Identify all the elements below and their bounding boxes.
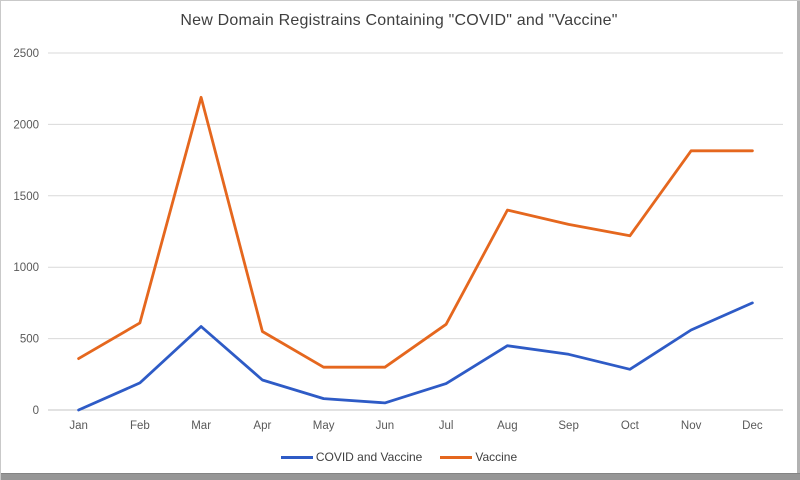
legend-label: Vaccine: [475, 450, 518, 464]
series-line-covid-and-vaccine: [77, 301, 754, 412]
y-axis-tick-1000: 1000: [13, 262, 39, 274]
x-axis-label-mar: Mar: [191, 420, 211, 432]
chart-canvas: 0 500 1000 1500 2000 2500 Jan Feb Mar Apr May Jun Ju…: [13, 48, 783, 432]
legend-item-vaccine: Vaccine: [440, 450, 517, 464]
x-axis-label-jan: Jan: [69, 420, 88, 432]
series-line-vaccine: [77, 95, 754, 369]
x-axis-label-jul: Jul: [439, 420, 454, 432]
y-axis-tick-1500: 1500: [13, 191, 39, 203]
chart-legend: COVID and Vaccine Vaccine: [1, 448, 797, 466]
legend-label: COVID and Vaccine: [315, 450, 423, 464]
y-axis-tick-2500: 2500: [13, 48, 39, 60]
x-axis-label-sep: Sep: [558, 420, 578, 432]
chart-title: New Domain Registrains Containing "COVID…: [180, 12, 618, 29]
legend-line-swatch-blue: [280, 455, 313, 459]
x-axis-label-jun: Jun: [376, 420, 395, 432]
y-axis-tick-2000: 2000: [13, 119, 39, 131]
x-axis-label-apr: Apr: [253, 420, 271, 432]
y-axis-tick-0: 0: [33, 405, 39, 417]
x-axis-label-oct: Oct: [621, 420, 640, 432]
y-axis-tick-500: 500: [20, 334, 39, 346]
x-axis-label-dec: Dec: [742, 420, 763, 432]
x-axis-label-nov: Nov: [681, 420, 702, 432]
legend-item-covid-and-vaccine: COVID and Vaccine: [280, 450, 423, 464]
x-axis-label-may: May: [313, 420, 335, 432]
window-bottom-edge: [1, 473, 800, 480]
window-right-edge: [797, 1, 800, 480]
legend-line-swatch-orange: [440, 455, 473, 459]
x-axis-label-aug: Aug: [497, 420, 517, 432]
x-axis-label-feb: Feb: [130, 420, 150, 432]
